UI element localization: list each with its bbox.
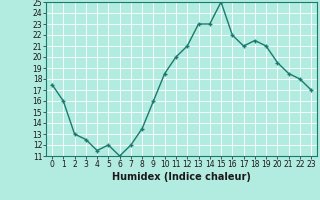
X-axis label: Humidex (Indice chaleur): Humidex (Indice chaleur): [112, 172, 251, 182]
